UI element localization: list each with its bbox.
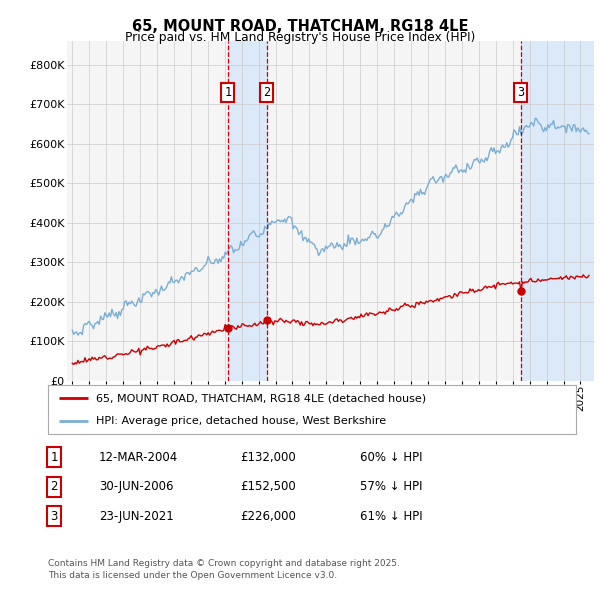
Text: 12-MAR-2004: 12-MAR-2004 bbox=[99, 451, 178, 464]
Text: £152,500: £152,500 bbox=[240, 480, 296, 493]
Text: 2: 2 bbox=[50, 480, 58, 493]
Text: 1: 1 bbox=[224, 86, 232, 99]
Text: 65, MOUNT ROAD, THATCHAM, RG18 4LE (detached house): 65, MOUNT ROAD, THATCHAM, RG18 4LE (deta… bbox=[95, 394, 425, 404]
Text: £132,000: £132,000 bbox=[240, 451, 296, 464]
Text: 60% ↓ HPI: 60% ↓ HPI bbox=[360, 451, 422, 464]
Text: 61% ↓ HPI: 61% ↓ HPI bbox=[360, 510, 422, 523]
Bar bbox=[521, 41, 594, 381]
Text: Price paid vs. HM Land Registry's House Price Index (HPI): Price paid vs. HM Land Registry's House … bbox=[125, 31, 475, 44]
Text: Contains HM Land Registry data © Crown copyright and database right 2025.
This d: Contains HM Land Registry data © Crown c… bbox=[48, 559, 400, 580]
Text: 30-JUN-2006: 30-JUN-2006 bbox=[99, 480, 173, 493]
Text: HPI: Average price, detached house, West Berkshire: HPI: Average price, detached house, West… bbox=[95, 415, 386, 425]
Text: £226,000: £226,000 bbox=[240, 510, 296, 523]
Text: 3: 3 bbox=[517, 86, 524, 99]
Text: 65, MOUNT ROAD, THATCHAM, RG18 4LE: 65, MOUNT ROAD, THATCHAM, RG18 4LE bbox=[132, 19, 468, 34]
Bar bbox=[228, 41, 267, 381]
Text: 1: 1 bbox=[50, 451, 58, 464]
Text: 23-JUN-2021: 23-JUN-2021 bbox=[99, 510, 174, 523]
Text: 3: 3 bbox=[50, 510, 58, 523]
Text: 57% ↓ HPI: 57% ↓ HPI bbox=[360, 480, 422, 493]
Text: 2: 2 bbox=[263, 86, 271, 99]
